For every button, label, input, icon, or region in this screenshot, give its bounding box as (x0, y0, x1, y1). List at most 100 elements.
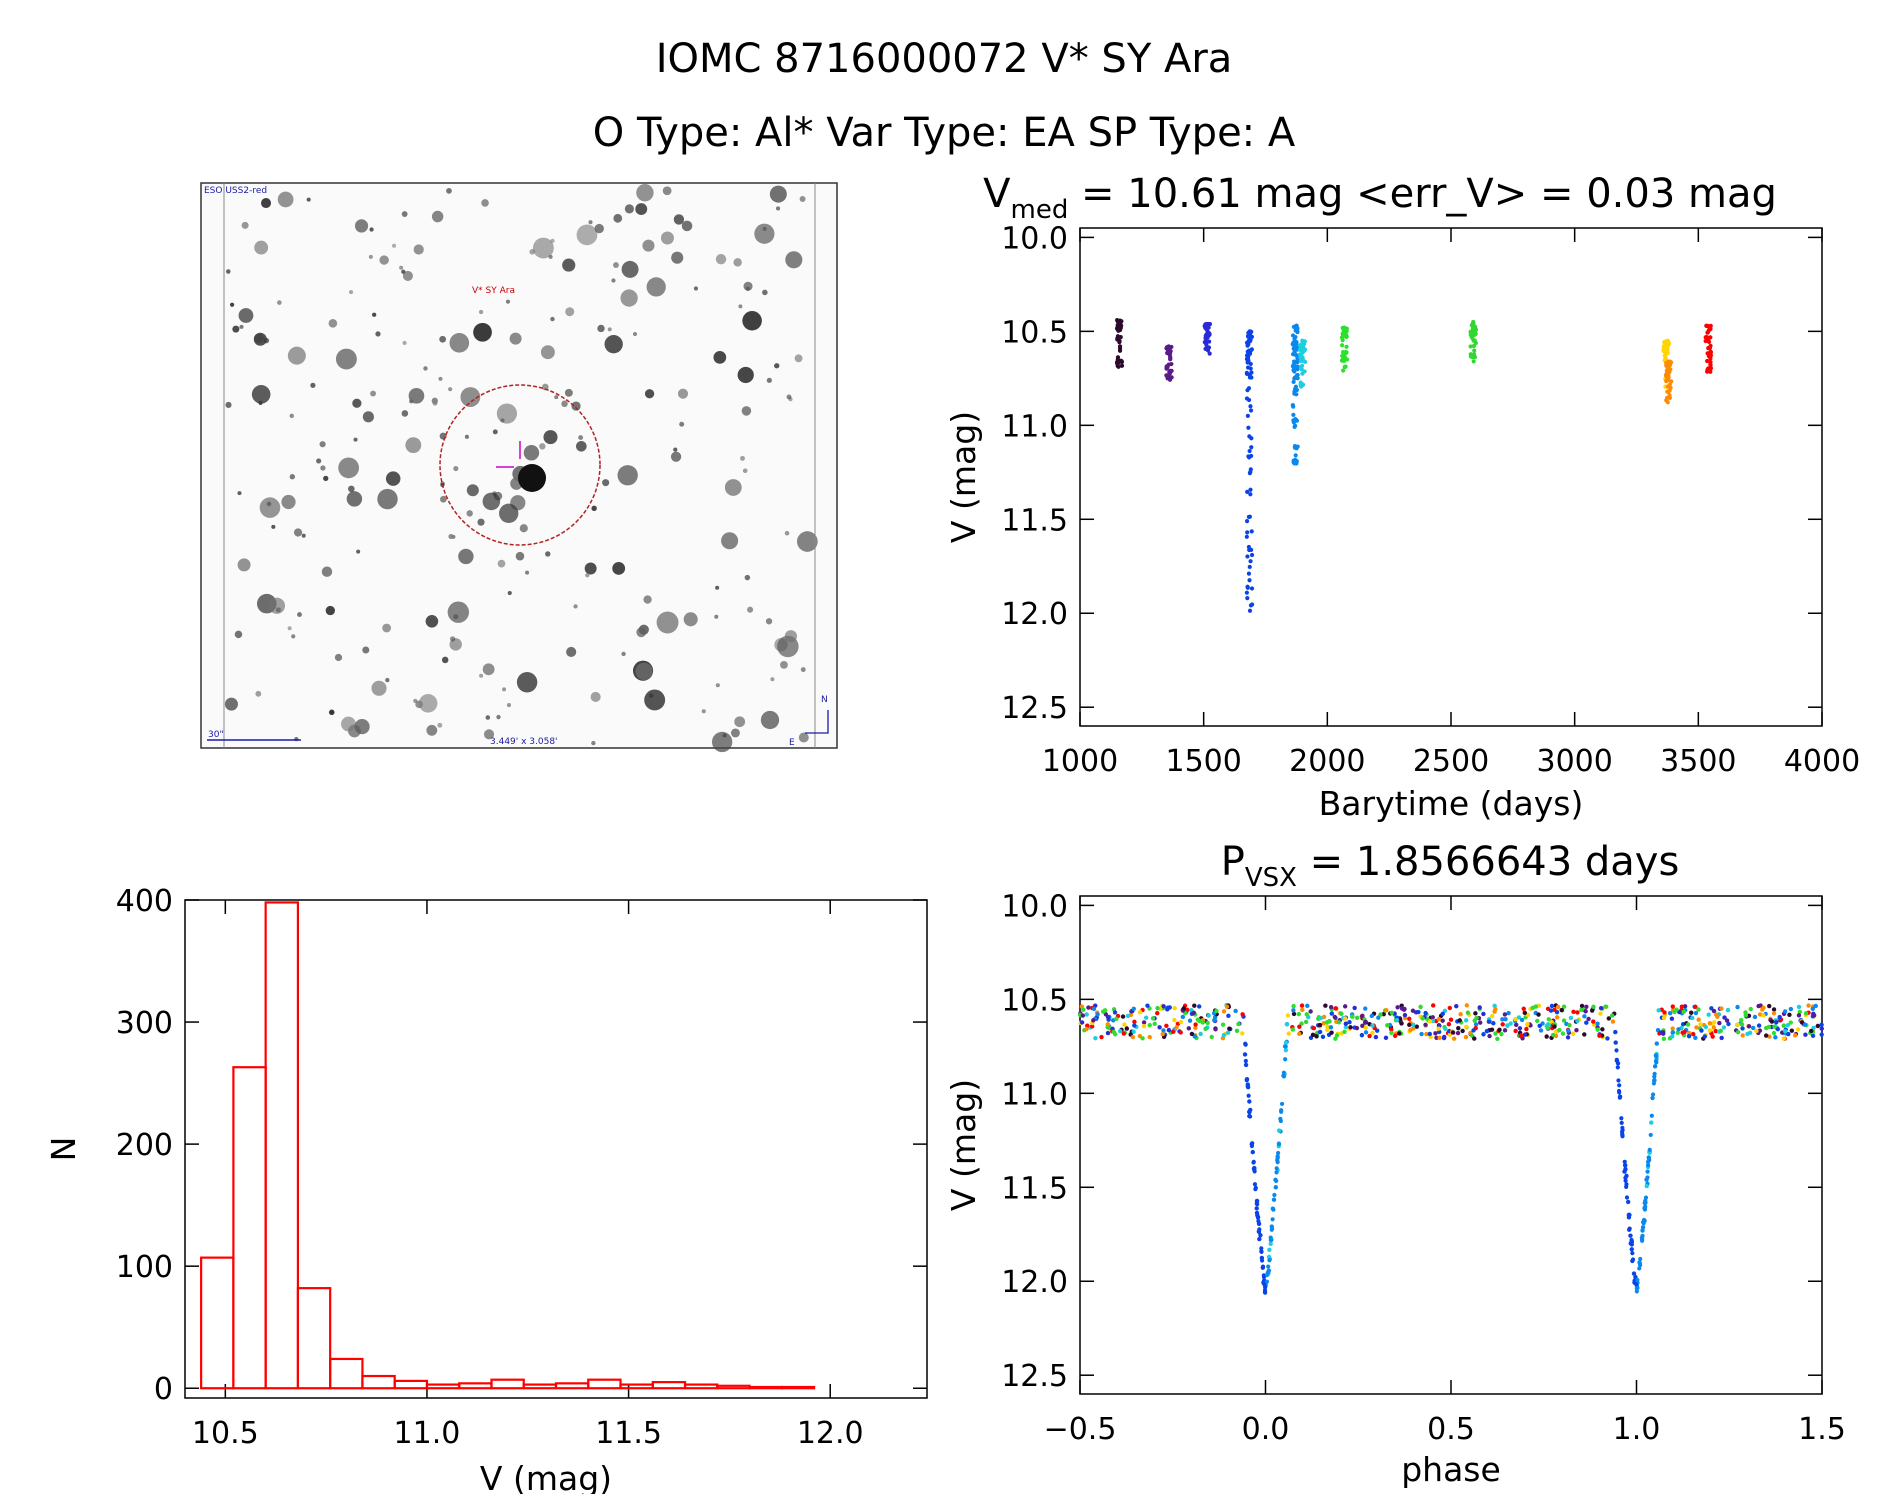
phased-point (1205, 1020, 1210, 1026)
star (349, 290, 354, 295)
phased-point (1291, 1003, 1296, 1009)
light-curve-point (1247, 608, 1253, 613)
phased-point (1197, 1018, 1202, 1024)
star (229, 302, 235, 307)
phased-point (1317, 1029, 1323, 1035)
star (602, 479, 610, 487)
phased-point (1420, 1016, 1425, 1021)
star (448, 387, 453, 392)
light-curve-point (1340, 349, 1346, 355)
light-curve-point (1471, 359, 1476, 364)
phased-point (1122, 1022, 1127, 1027)
light-curve-point (1116, 364, 1121, 369)
phased-point (1395, 1005, 1400, 1010)
star (354, 219, 369, 233)
light-curve-ylabel: V (mag) (944, 411, 983, 543)
light-curve-point (1665, 345, 1670, 350)
phased-point (1721, 1025, 1727, 1030)
phased-point (1155, 1005, 1160, 1011)
phased-point (1775, 1026, 1781, 1032)
star (251, 385, 271, 404)
star (402, 340, 407, 345)
phased-point (1271, 1197, 1277, 1202)
lc-ytick-label: 10.0 (1001, 221, 1068, 256)
star (741, 406, 752, 416)
phased-eclipse-point (1275, 1155, 1280, 1160)
phased-point (1243, 1062, 1249, 1068)
star (644, 689, 666, 711)
light-curve-point (1302, 369, 1307, 374)
phased-point (1644, 1183, 1649, 1189)
phased-point (1474, 1015, 1479, 1021)
phased-point (1566, 1028, 1571, 1033)
phased-point (1166, 1027, 1172, 1033)
phased-point (1423, 1010, 1428, 1016)
light-curve-point (1471, 319, 1476, 325)
light-curve-point (1662, 340, 1667, 345)
phased-point (1418, 1004, 1423, 1010)
star (766, 377, 772, 383)
phased-eclipse-point (1640, 1228, 1645, 1233)
phased-point (1506, 1010, 1511, 1016)
star (620, 289, 638, 307)
phased-point (1676, 1027, 1681, 1032)
star (382, 623, 392, 633)
histogram-axes: 10.5 11.0 11.5 12.0 0 100 200 300 400 (116, 884, 927, 1451)
phased-point (1132, 1023, 1137, 1028)
light-curve-point (1167, 368, 1173, 373)
phased-point (1399, 1021, 1404, 1026)
star (578, 435, 584, 441)
light-curve-point (1169, 361, 1174, 367)
phased-point (1724, 1018, 1730, 1023)
phased-point (1181, 1006, 1187, 1011)
light-curve-point (1246, 397, 1252, 403)
light-curve-point (1295, 366, 1300, 371)
phased-point (1454, 1003, 1459, 1009)
phased-point (1752, 1014, 1758, 1020)
light-curve-point (1664, 378, 1669, 384)
histogram-ytick-label: 100 (116, 1250, 173, 1285)
star (794, 354, 803, 363)
phased-point (1336, 1020, 1342, 1025)
star (239, 324, 244, 329)
phased-point (1757, 1028, 1763, 1033)
star (733, 258, 742, 267)
light-curve-point (1204, 326, 1209, 331)
star (784, 530, 790, 536)
star (505, 299, 510, 304)
phased-point (1320, 1034, 1326, 1040)
phased-point (1788, 1020, 1793, 1025)
light-curve-point (1340, 353, 1345, 358)
phased-point (1595, 1021, 1600, 1026)
phased-point (1766, 1024, 1772, 1030)
phased-point (1686, 1034, 1692, 1039)
star (466, 510, 473, 517)
light-curve-point (1302, 348, 1307, 354)
phased-point (1296, 1011, 1302, 1017)
star (576, 440, 587, 452)
star (281, 494, 296, 510)
light-curve-point (1344, 350, 1349, 355)
light-curve-point (1292, 369, 1297, 374)
phased-point (1407, 1022, 1412, 1028)
phased-point (1748, 1006, 1753, 1012)
phased-point (1549, 1003, 1555, 1009)
star (453, 465, 459, 472)
phased-point (1121, 1031, 1127, 1036)
light-curve-point (1246, 348, 1252, 353)
phased-point (1257, 1236, 1262, 1242)
sky-image-frame (200, 182, 838, 749)
survey-label: ESO USS2-red (204, 186, 267, 196)
phased-point (1609, 1013, 1615, 1018)
star (375, 331, 381, 337)
phased-point (1796, 1004, 1802, 1010)
phased-point (1343, 1024, 1349, 1030)
phased-point (1300, 1007, 1305, 1013)
star (323, 475, 329, 482)
phased-point (1613, 1040, 1618, 1045)
phased-point (1100, 1009, 1106, 1014)
phased-point (1711, 1008, 1717, 1014)
phased-point (1545, 1025, 1551, 1031)
star (594, 223, 604, 234)
phased-point (1378, 1012, 1383, 1017)
